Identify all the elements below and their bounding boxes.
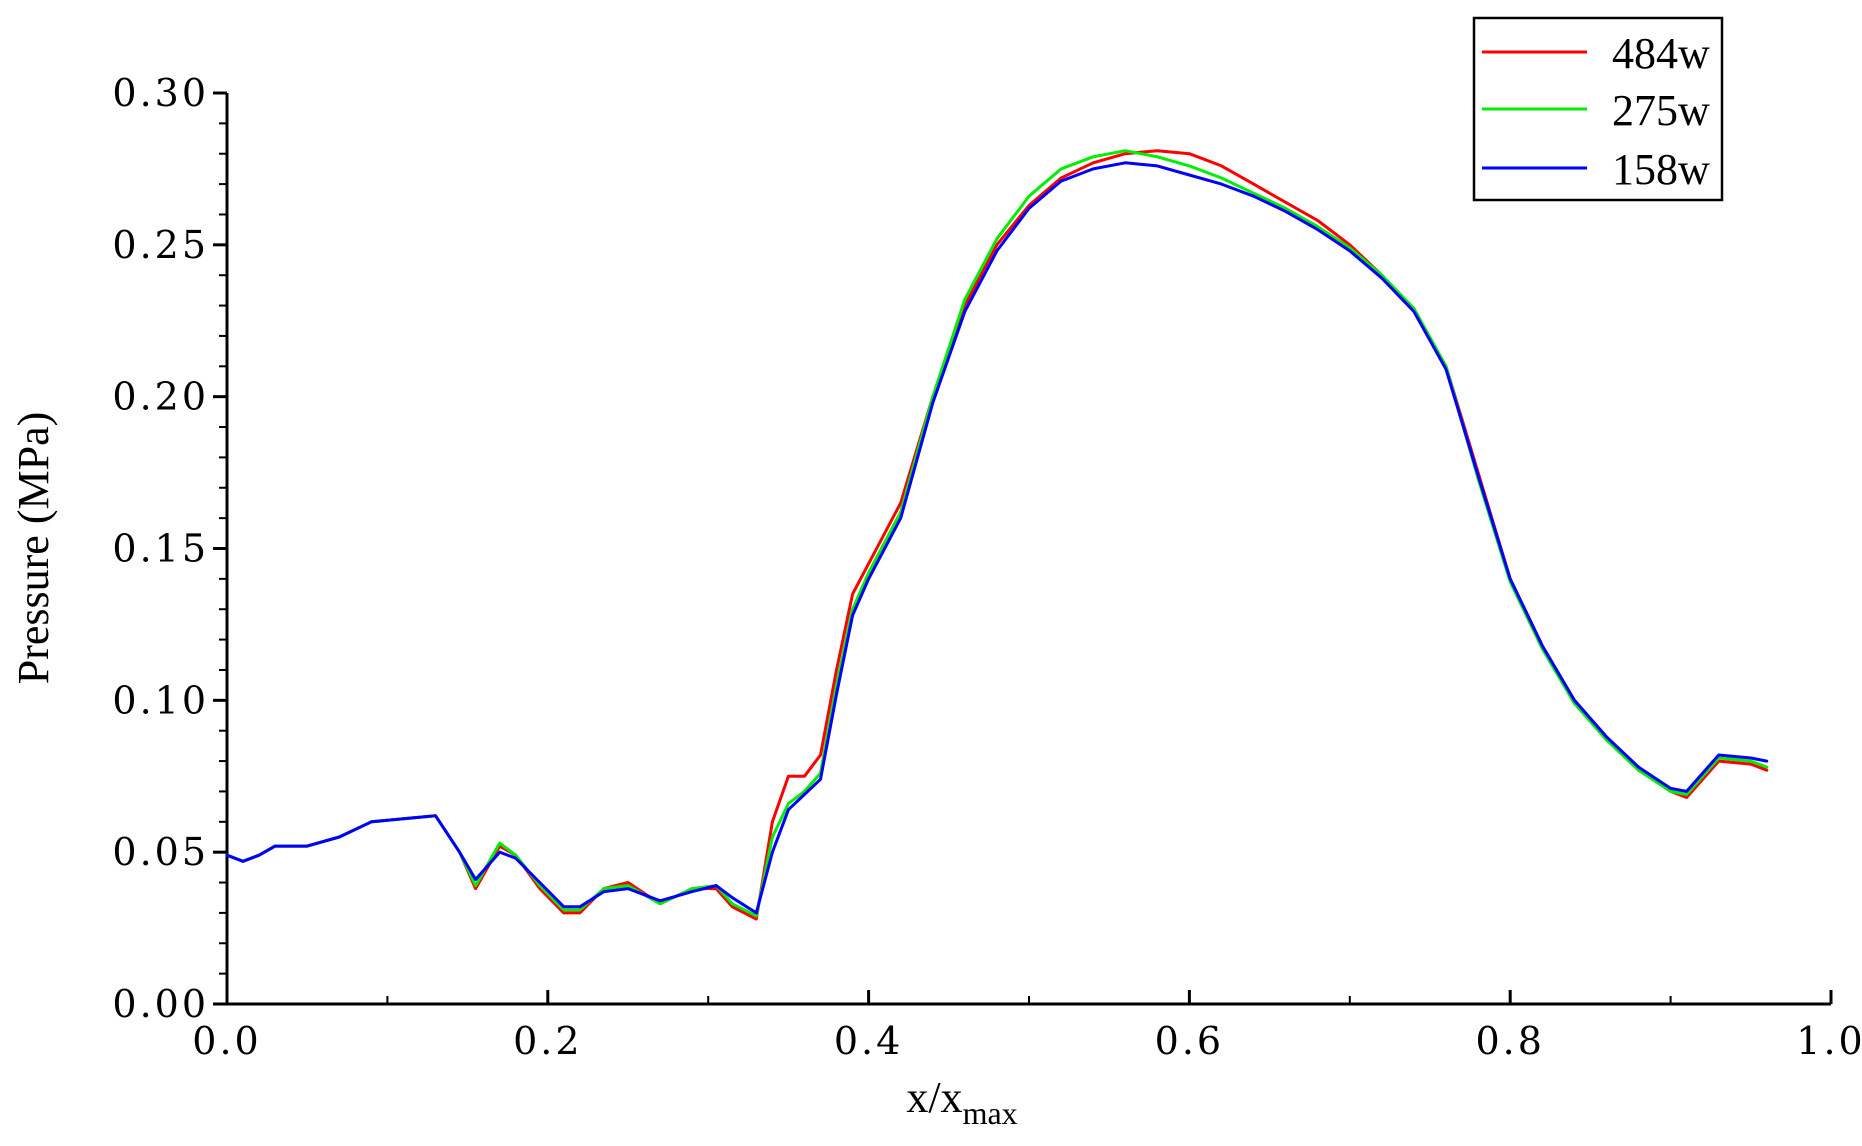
x-tick-label: 1.0 bbox=[1796, 1019, 1862, 1063]
y-tick-label: 0.15 bbox=[112, 527, 209, 571]
x-tick-label: 0.8 bbox=[1475, 1019, 1544, 1063]
x-axis-title: x/xmax bbox=[906, 1073, 1017, 1131]
series-lines bbox=[225, 149, 1769, 921]
y-axis: 0.00 0.05 0.10 0.15 0.20 0.25 0.30 bbox=[112, 71, 229, 1026]
legend-label-275w: 275w bbox=[1612, 86, 1710, 135]
x-tick-label: 0.4 bbox=[834, 1019, 903, 1063]
y-tick-label: 0.20 bbox=[112, 375, 209, 419]
y-tick-label: 0.10 bbox=[112, 678, 209, 722]
x-axis: 0.0 0.2 0.4 0.6 0.8 1.0 bbox=[192, 990, 1862, 1063]
y-tick-label: 0.05 bbox=[112, 830, 209, 874]
series-line-484w bbox=[225, 149, 1769, 921]
x-tick-label: 0.0 bbox=[192, 1019, 261, 1063]
x-tick-label: 0.6 bbox=[1155, 1019, 1224, 1063]
x-axis-title-subscript: max bbox=[963, 1095, 1018, 1131]
y-axis-title: Pressure (MPa) bbox=[9, 412, 58, 685]
legend-label-158w: 158w bbox=[1612, 145, 1710, 194]
x-axis-title-main: x/x bbox=[906, 1073, 962, 1122]
y-tick-label: 0.25 bbox=[112, 223, 209, 267]
legend: 484w 275w 158w bbox=[1472, 16, 1724, 202]
x-tick-label: 0.2 bbox=[513, 1019, 582, 1063]
y-tick-label: 0.00 bbox=[112, 982, 209, 1026]
legend-label-484w: 484w bbox=[1612, 29, 1710, 78]
y-tick-label: 0.30 bbox=[112, 71, 209, 115]
series-line-158w bbox=[225, 161, 1769, 915]
series-line-275w bbox=[225, 149, 1769, 918]
